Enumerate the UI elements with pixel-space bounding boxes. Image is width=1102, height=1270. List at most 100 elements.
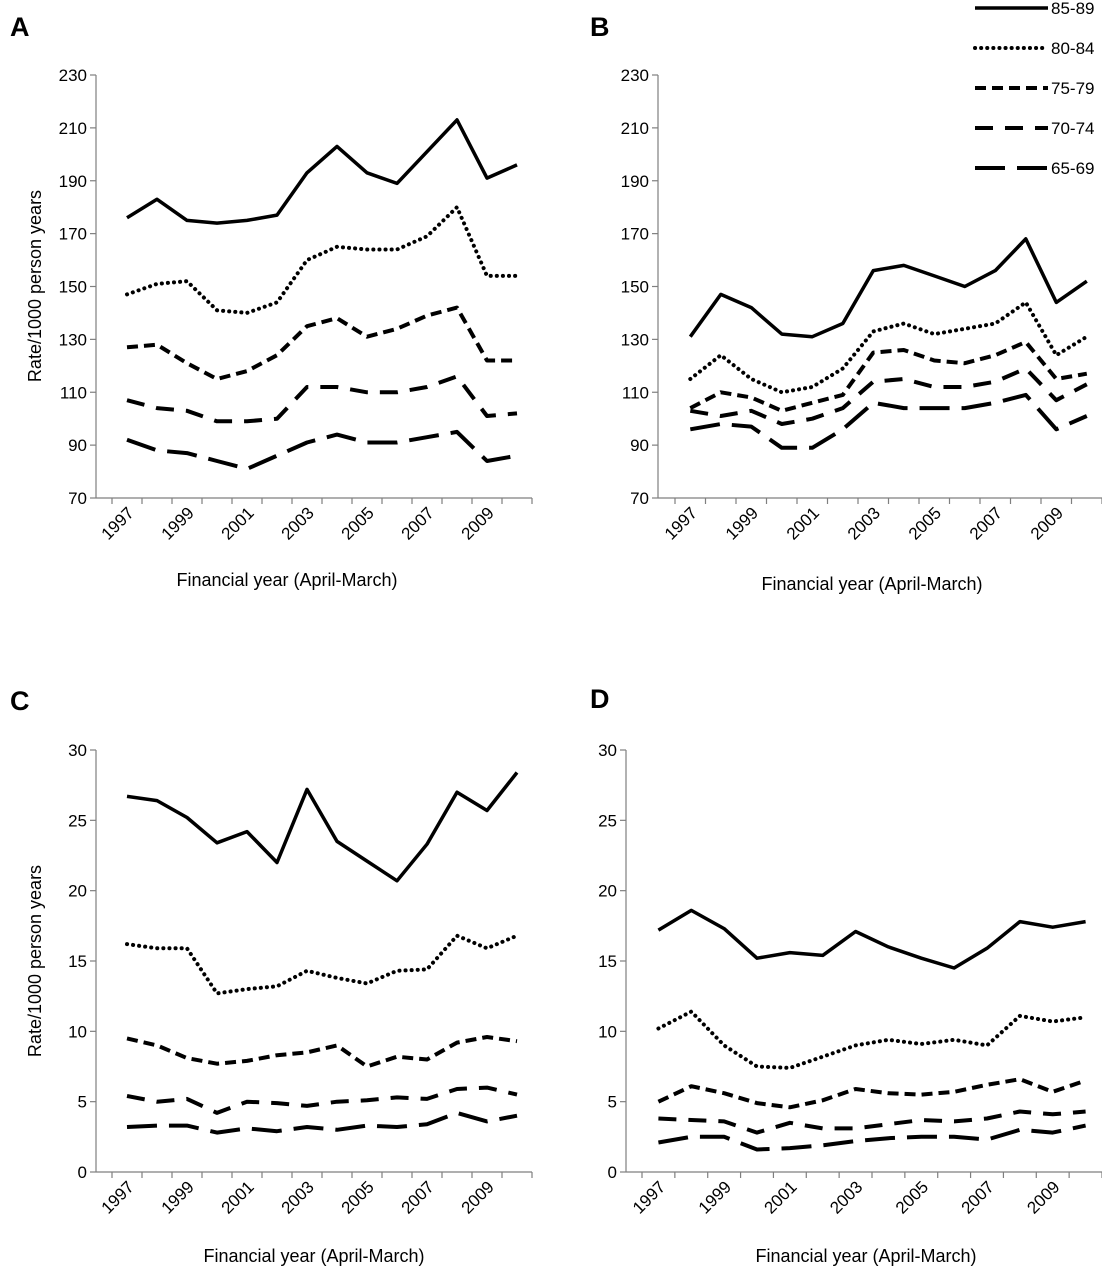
panel-c: C 0 5 10 15 20 25 30 1997 1999 2001 2003 2005 2007 20…: [10, 686, 533, 1266]
series-line-70-74: [658, 1109, 1086, 1135]
y-tick-label: 15: [68, 952, 87, 971]
x-tick-label: 2003: [844, 503, 884, 543]
y-tick-label: 30: [68, 741, 87, 760]
panel-a-y-axis-title: Rate/1000 person years: [25, 190, 45, 382]
x-tick-label: 1999: [722, 503, 762, 543]
panel-d: D 0 5 10 15 20 25 30 1997 1999 2001 2003 2005 2007 20…: [590, 684, 1102, 1266]
legend: 85-89 80-84 75-79 70-74 65-69: [973, 0, 1094, 178]
panel-letter-b: B: [590, 12, 610, 42]
y-tick-label: 5: [78, 1093, 87, 1112]
legend-label-70-74: 70-74: [1051, 119, 1094, 138]
panel-c-x-axis-title: Financial year (April-March): [203, 1246, 424, 1266]
y-tick-label: 110: [60, 383, 87, 402]
y-tick-label: 210: [621, 119, 649, 138]
x-tick-label: 1999: [158, 1177, 198, 1217]
x-tick-label: 2009: [458, 1177, 498, 1217]
y-tick-label: 170: [59, 225, 87, 244]
x-tick-label: 2009: [1027, 503, 1067, 543]
legend-label-65-69: 65-69: [1051, 159, 1094, 178]
panel-letter-d: D: [590, 684, 610, 714]
panel-b-plot: 70 90 110 130 150 170 190 210 230 1997 1999 2001 200…: [621, 66, 1102, 544]
x-tick-label: 2007: [398, 1177, 438, 1217]
y-tick-label: 25: [68, 811, 87, 830]
series-line-65-69: [689, 392, 1088, 450]
panel-c-plot: 0 5 10 15 20 25 30 1997 1999 2001 2003 2005 2007 2009: [68, 741, 533, 1218]
series-line-85-89: [688, 237, 1088, 339]
series-line-75-79: [126, 305, 517, 381]
x-tick-label: 2009: [458, 503, 498, 543]
x-tick-label: 2003: [278, 1177, 318, 1217]
y-tick-label: 30: [598, 741, 617, 760]
series-line-65-69: [126, 429, 518, 471]
x-tick-label: 2005: [338, 503, 378, 543]
y-tick-label: 5: [608, 1093, 617, 1112]
series-line-80-84: [125, 933, 519, 996]
panel-letter-c: C: [10, 686, 30, 716]
legend-label-80-84: 80-84: [1051, 39, 1094, 58]
y-tick-label: 25: [598, 811, 617, 830]
series-line-65-69: [658, 1123, 1087, 1152]
x-tick-label: 1997: [661, 503, 701, 543]
x-tick-label: 2009: [1023, 1177, 1063, 1217]
series-line-85-89: [126, 118, 518, 225]
panel-a-x-axis-title: Financial year (April-March): [176, 570, 397, 590]
y-tick-label: 10: [598, 1022, 617, 1041]
x-tick-label: 2005: [892, 1177, 932, 1217]
panel-b: B 70 90 110 130 150 170 190 210 230 1997 1999 2001 2…: [590, 0, 1102, 594]
y-tick-label: 90: [630, 436, 649, 455]
panel-b-x-axis-title: Financial year (April-March): [761, 574, 982, 594]
series-line-70-74: [126, 1085, 518, 1115]
y-tick-label: 70: [68, 489, 87, 508]
y-tick-label: 20: [598, 882, 617, 901]
y-tick-label: 190: [621, 172, 649, 191]
y-tick-label: 10: [68, 1022, 87, 1041]
panel-d-plot: 0 5 10 15 20 25 30 1997 1999 2001 2003 2005 2007 2009: [598, 741, 1102, 1218]
x-tick-label: 1997: [98, 1177, 138, 1217]
series-line-70-74: [126, 374, 518, 424]
series-line-85-89: [657, 908, 1086, 970]
y-tick-label: 150: [59, 278, 87, 297]
x-tick-label: 2001: [218, 1177, 258, 1217]
y-tick-label: 170: [621, 225, 649, 244]
y-tick-label: 90: [68, 436, 87, 455]
y-tick-label: 150: [621, 278, 649, 297]
x-tick-label: 2005: [905, 503, 945, 543]
series-line-65-69: [126, 1110, 518, 1135]
x-tick-label: 1997: [629, 1177, 669, 1217]
legend-label-75-79: 75-79: [1051, 79, 1094, 98]
y-tick-label: 110: [622, 383, 649, 402]
panel-d-x-axis-title: Financial year (April-March): [755, 1246, 976, 1266]
x-tick-label: 1999: [695, 1177, 735, 1217]
panel-a-plot: 70 90 110 130 150 170 190 210 230 1997 1999 2001 200…: [59, 66, 533, 544]
y-tick-label: 130: [59, 330, 87, 349]
y-tick-label: 0: [78, 1163, 87, 1182]
panel-letter-a: A: [10, 12, 30, 42]
y-tick-label: 230: [621, 66, 649, 85]
panel-a: A 70 90 110 130 150 170 190 210 230 1997 1999 2001 2…: [10, 12, 533, 590]
x-tick-label: 2001: [761, 1177, 801, 1217]
y-tick-label: 130: [621, 330, 649, 349]
x-tick-label: 1997: [98, 503, 138, 543]
x-tick-label: 2007: [958, 1177, 998, 1217]
y-tick-label: 70: [630, 489, 649, 508]
x-tick-label: 2001: [218, 503, 258, 543]
x-tick-label: 2001: [783, 503, 823, 543]
series-line-75-79: [689, 340, 1088, 413]
x-tick-label: 1999: [158, 503, 198, 543]
y-tick-label: 20: [68, 882, 87, 901]
x-tick-label: 2007: [398, 503, 438, 543]
y-tick-label: 15: [598, 952, 617, 971]
series-line-85-89: [126, 771, 519, 883]
y-tick-label: 230: [59, 66, 87, 85]
y-tick-label: 0: [608, 1163, 617, 1182]
series-line-80-84: [125, 205, 519, 315]
series-line-75-79: [126, 1035, 518, 1069]
legend-label-85-89: 85-89: [1051, 0, 1094, 18]
panel-c-y-axis-title: Rate/1000 person years: [25, 865, 45, 1057]
x-tick-label: 2003: [826, 1177, 866, 1217]
x-tick-label: 2007: [966, 503, 1006, 543]
y-tick-label: 190: [59, 172, 87, 191]
y-tick-label: 210: [59, 119, 87, 138]
x-tick-label: 2003: [278, 503, 318, 543]
